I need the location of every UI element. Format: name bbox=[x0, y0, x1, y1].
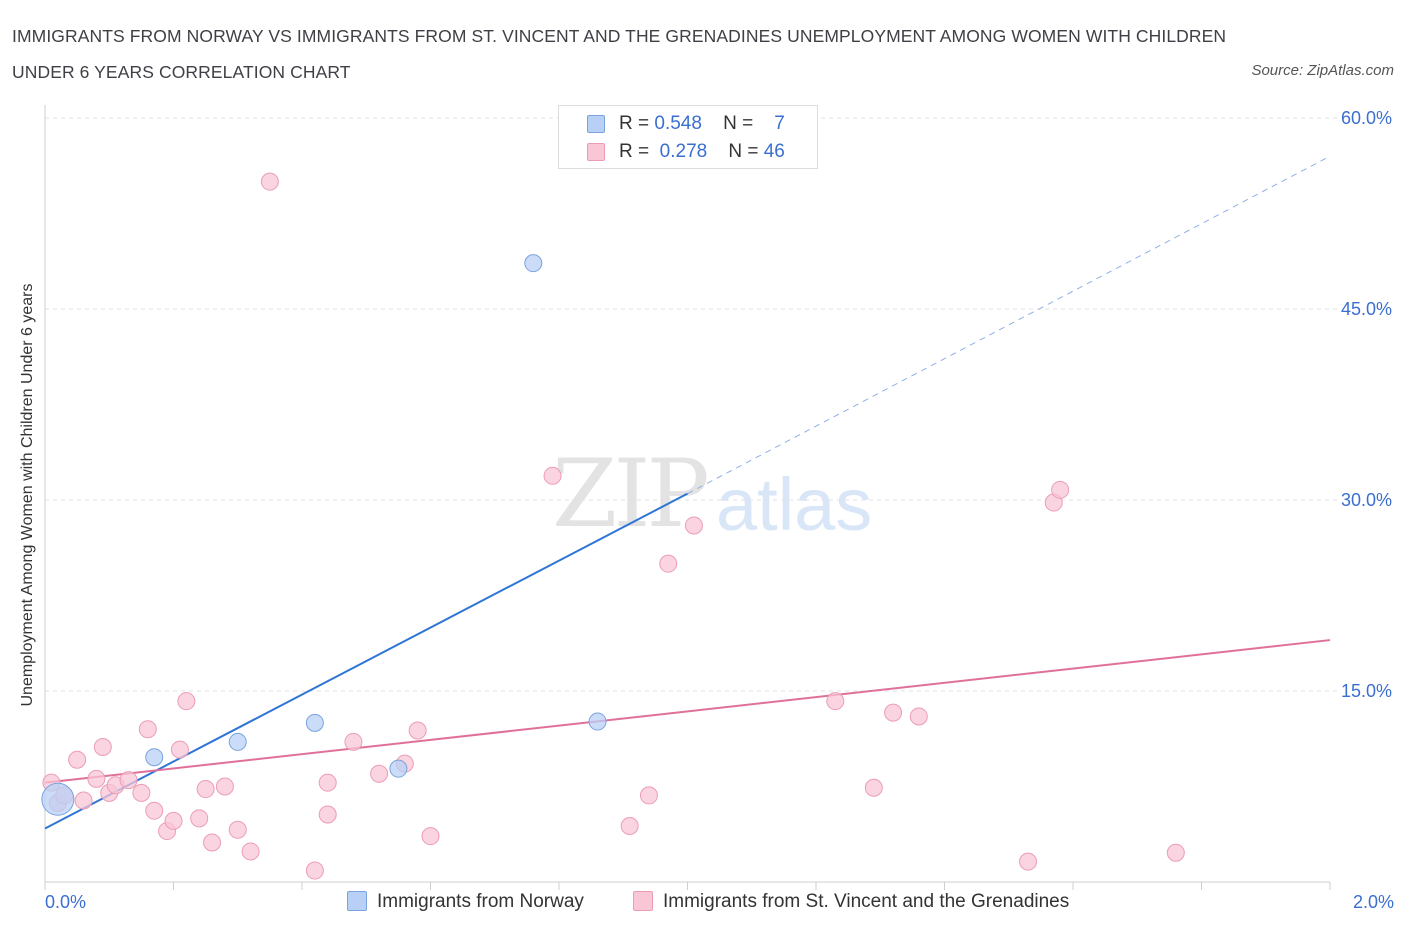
point-stvincent bbox=[164, 811, 183, 830]
point-stvincent bbox=[87, 769, 106, 788]
point-stvincent bbox=[1051, 480, 1070, 499]
watermark-atlas: atlas bbox=[716, 463, 873, 546]
point-norway bbox=[524, 254, 543, 273]
legend-n-value-stvincent: 46 bbox=[763, 141, 785, 162]
bottom-legend-swatch-norway bbox=[347, 891, 367, 911]
trend-line-stvincent bbox=[44, 639, 1331, 784]
point-stvincent bbox=[228, 820, 247, 839]
correlation-legend: R = 0.548 N = 7 R = 0.278 N = 46 bbox=[558, 105, 818, 169]
point-stvincent bbox=[1166, 843, 1185, 862]
y-tick-label: 30.0% bbox=[1341, 490, 1392, 510]
point-stvincent bbox=[138, 720, 157, 739]
point-stvincent bbox=[177, 692, 196, 711]
point-stvincent bbox=[190, 809, 209, 828]
legend-r-value-norway: 0.548 bbox=[654, 113, 702, 134]
legend-n-label: N = bbox=[728, 141, 759, 162]
source-credit: Source: ZipAtlas.com bbox=[1251, 62, 1394, 79]
bottom-legend-label-stvincent: Immigrants from St. Vincent and the Gren… bbox=[663, 891, 1070, 912]
legend-swatch-stvincent bbox=[587, 143, 605, 161]
point-stvincent bbox=[68, 750, 87, 769]
point-stvincent bbox=[93, 738, 112, 757]
point-stvincent bbox=[196, 780, 215, 799]
bottom-legend-swatch-stvincent bbox=[633, 891, 653, 911]
point-norway bbox=[41, 782, 75, 816]
legend-r-label: R = bbox=[619, 141, 650, 162]
point-norway bbox=[389, 759, 408, 778]
point-stvincent bbox=[421, 827, 440, 846]
point-stvincent bbox=[659, 554, 678, 573]
bottom-legend-stvincent: Immigrants from St. Vincent and the Gren… bbox=[633, 888, 1069, 916]
point-stvincent bbox=[241, 842, 260, 861]
point-norway bbox=[588, 712, 607, 731]
point-stvincent bbox=[864, 778, 883, 797]
tick-labels: 15.0% 30.0% 45.0% 60.0% 0.0% 2.0% bbox=[45, 108, 1394, 912]
legend-r-value-stvincent: 0.278 bbox=[659, 141, 708, 162]
trend-lines bbox=[44, 155, 1331, 830]
legend-n-label: N = bbox=[723, 113, 754, 134]
watermark-zip: ZIP bbox=[552, 440, 710, 549]
point-stvincent bbox=[620, 816, 639, 835]
point-norway bbox=[305, 713, 324, 732]
point-stvincent bbox=[639, 786, 658, 805]
trend-line-norway bbox=[44, 492, 688, 830]
point-stvincent bbox=[74, 791, 93, 810]
y-tick-label: 45.0% bbox=[1341, 299, 1392, 319]
point-stvincent bbox=[203, 833, 222, 852]
point-stvincent bbox=[145, 801, 164, 820]
point-stvincent bbox=[305, 861, 324, 880]
point-stvincent bbox=[318, 805, 337, 824]
point-stvincent bbox=[260, 172, 279, 191]
point-stvincent bbox=[1019, 852, 1038, 871]
point-stvincent bbox=[119, 771, 138, 790]
legend-swatch-norway bbox=[587, 115, 605, 133]
point-stvincent bbox=[684, 516, 703, 535]
legend-n-value-norway: 7 bbox=[774, 113, 785, 134]
point-stvincent bbox=[408, 721, 427, 740]
axes bbox=[44, 105, 1331, 890]
point-stvincent bbox=[909, 707, 928, 726]
data-points bbox=[41, 172, 1185, 880]
point-stvincent bbox=[884, 703, 903, 722]
point-stvincent bbox=[318, 773, 337, 792]
point-norway bbox=[145, 748, 164, 767]
point-stvincent bbox=[543, 466, 562, 485]
point-stvincent bbox=[170, 740, 189, 759]
point-stvincent bbox=[132, 783, 151, 802]
point-stvincent bbox=[370, 764, 389, 783]
y-tick-label: 60.0% bbox=[1341, 108, 1392, 128]
trend-line-norway-extension bbox=[687, 155, 1331, 495]
legend-r-label: R = bbox=[619, 113, 650, 134]
point-stvincent bbox=[215, 777, 234, 796]
x-tick-label-start: 0.0% bbox=[45, 892, 86, 912]
point-norway bbox=[228, 732, 247, 751]
x-tick-label-end: 2.0% bbox=[1353, 892, 1394, 912]
point-stvincent bbox=[344, 732, 363, 751]
gridlines bbox=[45, 117, 1340, 692]
bottom-legend-norway: Immigrants from Norway bbox=[347, 888, 584, 916]
point-stvincent bbox=[826, 692, 845, 711]
bottom-legend-label-norway: Immigrants from Norway bbox=[377, 891, 584, 912]
chart-title: IMMIGRANTS FROM NORWAY VS IMMIGRANTS FRO… bbox=[12, 26, 1227, 82]
y-tick-label: 15.0% bbox=[1341, 681, 1392, 701]
